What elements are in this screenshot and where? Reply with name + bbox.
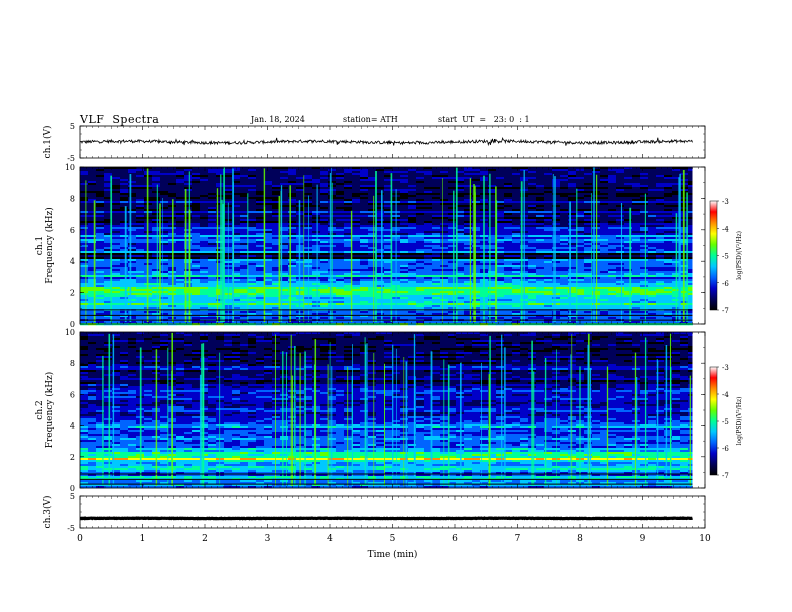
x-tick-label: 0 [77, 534, 83, 544]
colorbar-tick-label: -6 [722, 445, 729, 453]
colorbar-tick-label: -4 [722, 391, 729, 399]
y-tick-label: 2 [70, 453, 75, 462]
y-tick-label: -5 [67, 154, 75, 163]
ch1-spectrogram-colorbar-label: log(PSD)(V²/Hz) [736, 231, 743, 280]
y-tick-label: 2 [70, 289, 75, 298]
ch2-spectrogram-ylabel: ch.2Frequency (kHz) [35, 372, 55, 449]
ch3-waveform-trace [80, 516, 693, 521]
x-tick-label: 3 [265, 534, 271, 544]
colorbar-tick-label: -7 [722, 307, 729, 315]
colorbar-tick-label: -6 [722, 280, 729, 288]
x-axis-label: Time (min) [368, 549, 418, 560]
x-tick-label: 1 [140, 534, 146, 544]
ch1-spectrogram-heatmap [80, 167, 705, 326]
x-tick-label: 7 [515, 534, 521, 544]
start-ut-label: start UT = 23: 0 : 1 [438, 115, 530, 124]
x-tick-label: 6 [452, 534, 458, 544]
x-tick-label: 10 [699, 534, 711, 544]
date-label: Jan. 18, 2024 [251, 115, 305, 124]
x-tick-label: 5 [390, 534, 396, 544]
colorbar-tick-label: -3 [722, 198, 729, 206]
colorbar-tick-label: -7 [722, 472, 729, 480]
ch1-spectrogram-colorbar [709, 200, 718, 311]
x-tick-label: 2 [202, 534, 208, 544]
ch2-spectrogram-colorbar-label: log(PSD)(V²/Hz) [736, 397, 743, 446]
y-tick-label: 5 [70, 122, 75, 131]
ch2-spectrogram-heatmap [80, 332, 705, 489]
x-tick-label: 9 [640, 534, 646, 544]
y-tick-label: 8 [70, 359, 75, 368]
colorbar-tick-label: -5 [722, 418, 729, 426]
ch1-waveform-trace [80, 136, 693, 147]
y-tick-label: 4 [70, 422, 75, 431]
colorbar-tick-label: -3 [722, 364, 729, 372]
y-tick-label: -5 [67, 524, 75, 533]
y-tick-label: 6 [70, 390, 75, 399]
x-tick-label: 8 [577, 534, 583, 544]
ch1-spectrogram-nodata [692, 167, 705, 324]
y-tick-label: 6 [70, 226, 75, 235]
ch1-waveform-ylabel: ch.1(V) [42, 126, 53, 159]
y-tick-label: 10 [65, 163, 75, 172]
waveform-panel-bg [80, 496, 705, 528]
ch3-waveform-ylabel: ch.3(V) [42, 496, 53, 529]
y-tick-label: 0 [70, 320, 75, 329]
chart-title: VLF Spectra [80, 113, 160, 126]
x-tick-label: 4 [327, 534, 333, 544]
y-tick-label: 5 [70, 492, 75, 501]
ch1-spectrogram-ylabel: ch.1Frequency (kHz) [35, 207, 55, 284]
y-tick-label: 4 [70, 257, 75, 266]
y-tick-label: 0 [70, 484, 75, 493]
colorbar-tick-label: -4 [722, 225, 729, 233]
ch2-spectrogram-nodata [692, 332, 705, 488]
y-tick-label: 10 [65, 328, 75, 337]
station-label: station= ATH [343, 115, 398, 124]
y-tick-label: 8 [70, 194, 75, 203]
colorbar-tick-label: -5 [722, 253, 729, 261]
ch2-spectrogram-colorbar [709, 366, 718, 476]
